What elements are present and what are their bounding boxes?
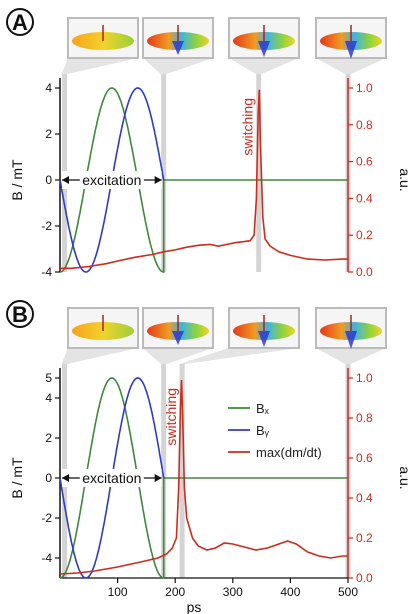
series-dmdt — [60, 89, 348, 270]
snapshot-connector — [229, 58, 299, 74]
snapshot-inset — [228, 17, 300, 74]
right-tick-label: 0.8 — [356, 411, 373, 425]
core-dip — [172, 41, 184, 55]
left-tick-label: 4 — [45, 391, 52, 405]
excitation-label: excitation — [82, 470, 141, 486]
excitation-label-bg — [79, 469, 144, 487]
right-tick-label: 0.2 — [356, 531, 373, 545]
snapshot-marker-line — [179, 364, 185, 578]
right-tick-label: 1.0 — [356, 371, 373, 385]
left-tick-label: -2 — [41, 511, 52, 525]
series-bx — [59, 87, 348, 273]
excitation-arrowhead-right — [154, 176, 162, 184]
snapshot-connector — [316, 348, 386, 364]
snapshot-inset — [142, 17, 214, 74]
excitation-arrowhead-left — [62, 176, 69, 184]
excitation-arrowhead-left — [62, 474, 69, 482]
right-tick-label: 0.2 — [356, 228, 373, 242]
series-dmdt — [59, 379, 348, 575]
right-tick-label: 0.0 — [356, 265, 373, 279]
legend-entry: max(dm/dt) — [256, 445, 322, 460]
core-dip — [258, 331, 270, 347]
bottom-tick-label: 300 — [223, 585, 243, 599]
right-tick-label: 0.6 — [356, 155, 373, 169]
excitation-label-bg — [79, 171, 144, 189]
core-dip — [258, 41, 270, 57]
right-axis-title: a.u. — [397, 466, 413, 489]
snapshot-inset — [315, 307, 387, 364]
series-bx — [59, 377, 348, 579]
panel-letter: A — [12, 10, 28, 35]
left-tick-label: -4 — [41, 265, 52, 279]
x-axis-title: ps — [187, 599, 202, 614]
snapshot-connector — [316, 58, 386, 74]
snapshot-inset — [61, 307, 139, 364]
switching-label: switching — [163, 388, 179, 446]
panel-A: A 4 2 0 -2 -4 0.0 0.2 0.4 0.6 0.8 1.0 B / mT a.u. exci… — [6, 8, 413, 279]
right-axis-title: a.u. — [397, 168, 413, 191]
snapshot-marker-line — [256, 74, 262, 272]
left-axis-title: B / mT — [9, 457, 25, 499]
right-tick-label: 0.0 — [356, 571, 373, 585]
left-tick-label: 0 — [45, 471, 52, 485]
snapshot-inset — [61, 17, 139, 74]
snapshot-connector — [61, 348, 138, 364]
core-dip — [345, 41, 357, 59]
right-tick-label: 0.6 — [356, 451, 373, 465]
snapshot-connector — [179, 348, 299, 364]
core-dip — [345, 331, 357, 349]
left-tick-label: -2 — [41, 219, 52, 233]
left-tick-label: 2 — [45, 127, 52, 141]
snapshot-inset — [179, 307, 300, 364]
panel-B: B 5 4 2 0 -2 -4 0.0 0.2 0.4 0.6 0.8 1.0 100 200 300 400 5… — [6, 300, 413, 614]
left-tick-label: -4 — [41, 551, 52, 565]
snapshot-inset — [142, 307, 214, 364]
right-tick-label: 0.4 — [356, 191, 373, 205]
legend-entry: Bᵧ — [256, 423, 270, 438]
bottom-tick-label: 400 — [280, 585, 300, 599]
snapshot-marker-line — [161, 74, 167, 272]
core-dip — [172, 331, 184, 345]
excitation-label: excitation — [82, 172, 141, 188]
bottom-tick-label: 500 — [338, 585, 358, 599]
snapshot-connector — [143, 348, 213, 364]
right-tick-label: 1.0 — [356, 81, 373, 95]
legend-entry: Bₓ — [256, 401, 270, 416]
snapshot-connector — [143, 58, 213, 74]
left-axis-title: B / mT — [9, 159, 25, 201]
panel-letter-circle — [6, 8, 34, 36]
snapshot-marker-line — [161, 364, 167, 578]
panel-letter: B — [12, 302, 28, 327]
right-tick-label: 0.4 — [356, 491, 373, 505]
right-tick-label: 0.8 — [356, 118, 373, 132]
excitation-arrowhead-right — [154, 474, 162, 482]
bottom-tick-label: 100 — [108, 585, 128, 599]
switching-label: switching — [240, 98, 256, 156]
snapshot-connector — [61, 58, 138, 74]
snapshot-inset — [315, 17, 387, 74]
bottom-tick-label: 200 — [165, 585, 185, 599]
left-tick-label: 4 — [45, 81, 52, 95]
panel-letter-circle — [6, 300, 34, 328]
left-tick-label: 5 — [45, 371, 52, 385]
left-tick-label: 2 — [45, 431, 52, 445]
left-tick-label: 0 — [45, 173, 52, 187]
